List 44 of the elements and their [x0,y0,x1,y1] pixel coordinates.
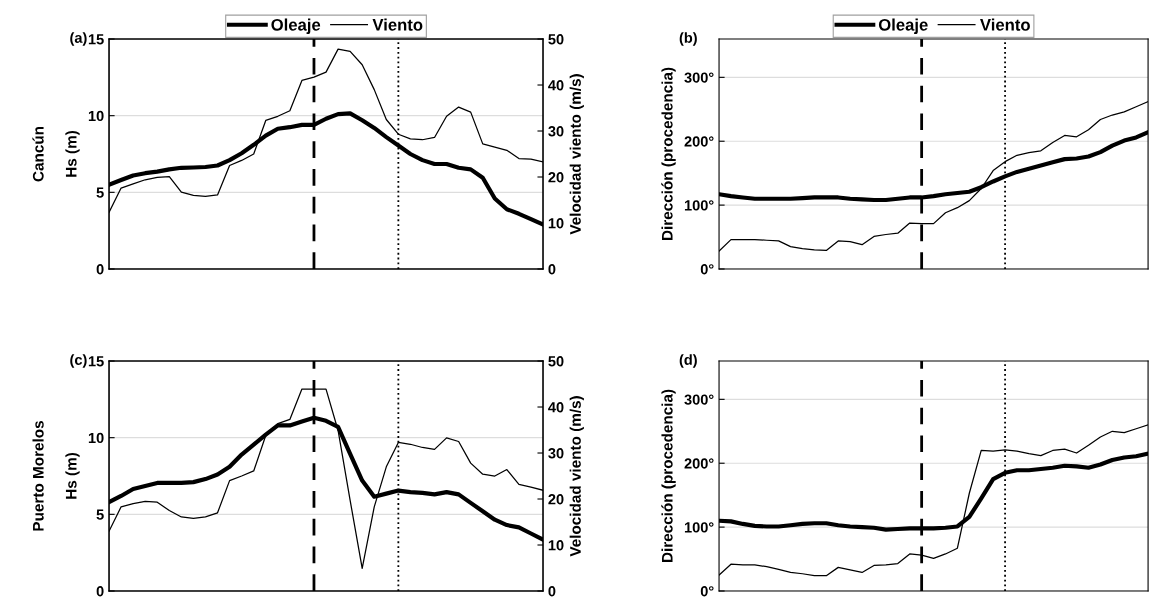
y-axis-title: Hs (m) [65,131,80,177]
y2-tick-label: 10 [548,218,564,229]
y-tick-label: 200° [684,136,714,147]
y-tick-label: 5 [96,187,104,198]
y-axis-title: Hs (m) [65,453,80,499]
y2-tick-label: 50 [548,356,564,367]
y-tick-label: 15 [88,34,104,45]
y2-tick-label: 0 [548,586,556,597]
y2-axis-title: Velocidad viento (m/s) [569,74,584,235]
legend-label: Oleaje [878,18,928,35]
y2-tick-label: 40 [548,80,564,91]
y2-axis-title: Velocidad viento (m/s) [569,396,584,557]
y2-tick-label: 40 [548,402,564,413]
y2-tick-label: 20 [548,172,564,183]
y-tick-label: 10 [88,110,104,122]
y2-tick-label: 20 [548,494,564,505]
y-tick-label: 10 [88,432,104,444]
chart-title: (c) [70,354,87,368]
y2-tick-label: 30 [548,448,564,459]
y-tick-label: 300° [684,72,714,83]
y-tick-label: 5 [96,509,104,520]
y-tick-label: 0 [96,264,104,275]
y2-tick-label: 50 [548,34,564,45]
chart-title: (b) [679,32,697,46]
y-tick-label: 300° [684,394,714,405]
y-tick-label: 100° [684,200,714,211]
y-tick-label: 100° [684,522,714,533]
y-tick-label: 200° [684,458,714,469]
legend-label: Viento [372,18,423,31]
y2-tick-label: 30 [548,126,564,137]
chart-title: (d) [679,354,697,368]
y-tick-label: 0° [700,586,714,597]
text: Puerto Morelos [32,421,44,531]
legend-label: Oleaje [271,18,321,35]
y-axis-title: Dirección (procedencia) [661,389,676,562]
y-axis-title: Dirección (procedencia) [661,67,676,240]
chart-title: (a) [70,32,87,46]
y2-tick-label: 10 [548,540,564,551]
text: Cancún [32,126,44,182]
y-tick-label: 15 [88,356,104,367]
y2-tick-label: 0 [548,264,556,275]
y-tick-label: 0° [700,264,714,275]
y-tick-label: 0 [96,586,104,597]
legend-label: Viento [980,18,1030,31]
